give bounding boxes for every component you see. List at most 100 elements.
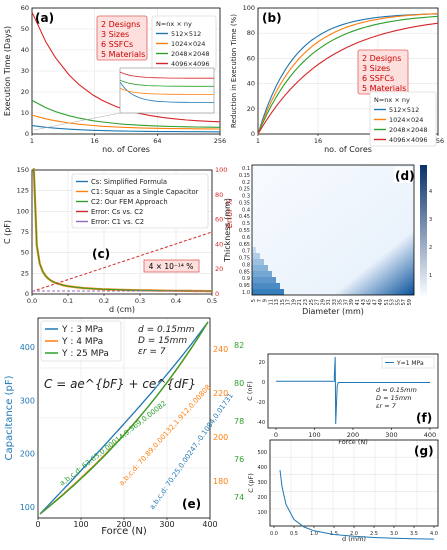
x-tick-label: 11: [268, 299, 274, 305]
y-tick-label: 60: [247, 54, 255, 62]
series-line: [31, 125, 220, 133]
legend-box: [40, 320, 122, 362]
legend-e: Y : 3 MPa Y : 4 MPa Y : 25 MPa: [40, 320, 122, 362]
annotation-text: 3 Sizes: [362, 64, 390, 73]
x-tick-label: 15: [280, 299, 286, 305]
x-tick-label: 1.0: [310, 531, 318, 537]
legend-entry: 1024×024: [389, 116, 423, 124]
y-tick-label: 80: [247, 29, 255, 37]
x-tick-label: 33: [332, 299, 338, 305]
inset-line: [119, 79, 214, 87]
y-tick-label: 50: [21, 249, 29, 257]
heatmap-cells: [252, 165, 414, 295]
x-tick-label: 2.5: [370, 531, 378, 537]
x-tick-label: 400: [202, 520, 217, 529]
y-tick-label: 80: [215, 191, 223, 199]
y-tick-label-right2: 78: [234, 417, 244, 426]
plot-d-frame: [251, 164, 415, 296]
panel-label: (c): [92, 247, 110, 261]
colorbar-tick: 1: [429, 273, 432, 279]
y-tick-label: 50: [21, 25, 29, 33]
legend-entry: Error: Cs vs. C2: [91, 208, 143, 216]
x-tick-label: 57: [401, 299, 407, 305]
x-tick-label: 3.0: [390, 531, 398, 537]
y-tick-label: 0.8: [242, 262, 250, 268]
legend-entry: 512×512: [171, 30, 201, 38]
colorbar: [420, 165, 427, 295]
panel-label: (a): [35, 11, 54, 25]
y-tick-label: 0.4: [242, 207, 250, 213]
y-tick-label: 100: [17, 207, 29, 215]
x-axis-label: Force (N): [338, 438, 368, 446]
y-axis-label: Reduction in Execution Time (%): [230, 14, 238, 128]
panel-label: (b): [262, 11, 282, 25]
error-line: [31, 231, 213, 292]
capacitance-line: [279, 469, 435, 540]
parameter-text: εr = 7: [376, 402, 397, 410]
y-axis-label: C (pF): [3, 220, 12, 244]
series-line: [31, 99, 221, 128]
x-tick-label: 59: [407, 299, 413, 305]
x-tick-label: 17: [286, 299, 292, 305]
y-tick-label: 125: [17, 187, 29, 195]
x-tick-label: 43: [361, 299, 367, 305]
x-axis-label: d (cm): [109, 305, 135, 314]
x-tick-label: 0: [274, 431, 278, 439]
x-tick-label: 4.0: [430, 531, 438, 537]
x-tick-label: 0.2: [99, 297, 109, 305]
x-tick-label: 0.1: [63, 297, 73, 305]
y-tick-label: 0: [25, 290, 29, 298]
x-tick-label: 2.0: [350, 531, 358, 537]
x-tick-label: 29: [320, 299, 326, 305]
x-tick-label: 300: [159, 520, 174, 529]
panel-label: (f): [416, 411, 432, 425]
legend-box: [71, 173, 209, 229]
y-tick-label: 20: [259, 360, 265, 366]
x-tick-label: 31: [326, 299, 332, 305]
y-tick-label: 0: [251, 130, 255, 138]
legend-title: N=nx × ny: [156, 20, 192, 28]
x-tick-label: 25: [309, 299, 315, 305]
plot-b-frame: [257, 7, 439, 135]
y-tick-label: 0: [25, 130, 29, 138]
x-tick-label: 16: [91, 137, 99, 145]
legend-a: N=nx × ny 512×512 1024×024 2048×2048 4096×40…: [151, 15, 217, 71]
y-tick-label: 0.25: [239, 187, 250, 193]
y-tick-label: 300: [20, 396, 35, 405]
y-tick-label: 100: [215, 166, 227, 174]
annotation-text: 3 Sizes: [101, 30, 129, 39]
y-axis-label: Capacitance (pF): [4, 375, 15, 460]
x-tick-label: 9: [263, 299, 269, 302]
x-tick-label: 55: [395, 299, 401, 305]
heatmap-cell: [252, 289, 284, 295]
y-tick-label: 0.15: [239, 173, 250, 179]
annotation-text: 2 Designs: [101, 20, 140, 29]
legend-box: [369, 91, 437, 147]
y-tick-label: 20: [21, 88, 29, 96]
y-tick-label: 0.65: [239, 242, 250, 248]
y-tick-label: 40: [247, 80, 255, 88]
x-axis-label: no. of Cores: [102, 145, 150, 154]
legend-entry: C2: Our FEM Approach: [91, 198, 168, 206]
y-tick-label: -20: [257, 400, 265, 406]
y-tick-label: 200: [257, 495, 267, 501]
x-tick-label: 21: [297, 299, 303, 305]
y-tick-label-right2: 82: [234, 341, 244, 350]
y-tick-label: 0.45: [239, 214, 250, 220]
parameter-text: εr = 7: [138, 347, 166, 357]
y-tick-label: 0.55: [239, 228, 250, 234]
x-tick-label: 35: [338, 299, 344, 305]
legend-entry: Error: C1 vs. C2: [91, 218, 144, 226]
annotation-text: 6 SSFCs: [101, 40, 133, 49]
x-tick-label: 200: [347, 431, 359, 439]
y-tick-label: 300: [257, 480, 267, 486]
panel-label: (d): [395, 169, 415, 183]
heatmap-cell: [252, 271, 272, 277]
y-tick-label: 60: [21, 4, 29, 12]
x-tick-label: 5: [251, 299, 257, 302]
y-axis-label: Thickness (mm): [223, 198, 232, 263]
parameter-text: D = 15mm: [376, 394, 412, 402]
series-line: [39, 321, 209, 515]
x-tick-label: 16: [314, 137, 322, 145]
